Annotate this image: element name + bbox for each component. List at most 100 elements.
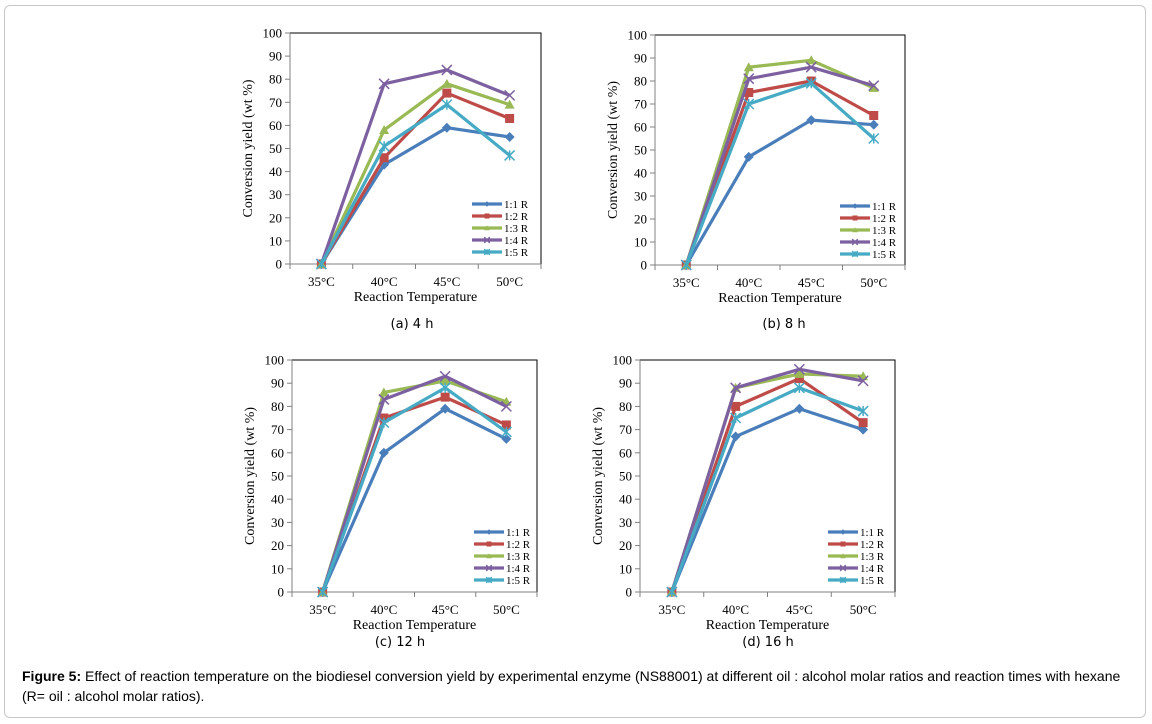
- data-point: [793, 382, 805, 394]
- y-tick-label: 100: [263, 26, 283, 41]
- y-tick-label: 90: [271, 376, 284, 391]
- series-line: [321, 386, 508, 593]
- subcaption-b: (b) 8 h: [762, 317, 806, 332]
- y-axis-title: Conversion yield (wt %): [606, 81, 621, 219]
- data-point: [730, 431, 741, 442]
- series-line: [684, 118, 874, 266]
- y-tick-label: 80: [619, 399, 632, 414]
- legend-entry: 1:4 R: [474, 563, 531, 575]
- data-point: [868, 82, 879, 92]
- data-point: [379, 153, 389, 163]
- series-line: [670, 376, 865, 593]
- series-1-4-r: [666, 363, 869, 598]
- legend-label: 1:5 R: [506, 575, 531, 587]
- legend-entry: 1:2 R: [828, 539, 885, 551]
- y-axis-title: Conversion yield (wt %): [241, 79, 256, 217]
- series-line: [321, 374, 508, 593]
- legend-entry: 1:3 R: [840, 225, 897, 237]
- legend-swatch-marker: [840, 553, 846, 559]
- legend-entry: 1:1 R: [840, 201, 897, 213]
- data-point: [743, 73, 755, 85]
- y-tick-label: 0: [278, 585, 285, 600]
- series-1-5-r: [680, 77, 880, 271]
- y-tick-label: 20: [269, 210, 282, 225]
- series-line: [319, 68, 511, 265]
- legend-swatch-marker: [486, 553, 492, 559]
- data-point: [505, 113, 515, 123]
- data-point: [378, 387, 389, 397]
- data-point: [743, 151, 754, 162]
- data-point: [440, 403, 451, 414]
- data-point: [501, 433, 512, 444]
- data-point: [858, 418, 868, 428]
- data-point: [378, 393, 390, 405]
- data-point: [317, 586, 329, 598]
- series-1-4-r: [317, 370, 512, 598]
- y-tick-label: 80: [271, 399, 284, 414]
- data-point: [378, 447, 389, 458]
- y-tick-label: 10: [269, 233, 282, 248]
- data-point: [439, 370, 451, 382]
- data-point: [744, 88, 754, 97]
- data-point: [794, 368, 805, 378]
- data-point: [868, 80, 880, 92]
- figure-caption: Figure 5: Effect of reaction temperature…: [22, 666, 1137, 706]
- x-tick-label: 50°C: [860, 275, 887, 290]
- series-line: [670, 386, 864, 593]
- x-tick-label: 50°C: [493, 602, 520, 617]
- legend-swatch-marker: [852, 215, 858, 221]
- data-point: [743, 98, 755, 110]
- data-point: [378, 417, 390, 429]
- series-line: [684, 81, 875, 266]
- x-tick-label: 45°C: [798, 275, 825, 290]
- legend-swatch-marker: [485, 564, 493, 572]
- legend-entry: 1:4 R: [828, 563, 885, 575]
- y-axis-title: Conversion yield (wt %): [243, 407, 258, 545]
- x-axis-title: Reaction Temperature: [353, 618, 477, 633]
- data-point: [857, 405, 869, 417]
- legend-entry: 1:4 R: [840, 237, 897, 249]
- caption-label: Figure 5:: [22, 668, 82, 684]
- legend-label: 1:2 R: [506, 539, 531, 551]
- legend-label: 1:5 R: [860, 575, 885, 587]
- subcaption-d: (d) 16 h: [742, 635, 794, 650]
- data-point: [315, 258, 327, 270]
- legend-swatch-marker: [486, 529, 492, 535]
- data-point: [504, 99, 515, 109]
- x-tick-label: 35°C: [309, 602, 336, 617]
- legend-swatch-marker: [483, 236, 491, 244]
- x-tick-label: 35°C: [658, 602, 685, 617]
- y-tick-label: 100: [613, 353, 633, 368]
- legend-label: 1:3 R: [506, 551, 531, 563]
- legend-swatch-marker: [485, 576, 493, 584]
- data-point: [378, 78, 390, 90]
- data-point: [666, 586, 678, 598]
- y-tick-label: 0: [276, 257, 283, 272]
- data-point: [504, 131, 515, 142]
- y-tick-label: 20: [619, 538, 632, 553]
- legend-label: 1:5 R: [872, 249, 897, 261]
- legend-swatch-marker: [851, 250, 859, 258]
- y-tick-label: 70: [634, 97, 647, 112]
- legend-entry: 1:5 R: [840, 249, 897, 261]
- y-tick-label: 50: [619, 469, 632, 484]
- legend-entry: 1:5 R: [474, 575, 531, 587]
- data-point: [793, 363, 805, 375]
- legend-label: 1:3 R: [860, 551, 885, 563]
- data-point: [680, 259, 692, 271]
- y-tick-label: 60: [634, 120, 647, 135]
- y-tick-label: 70: [619, 422, 632, 437]
- x-tick-label: 35°C: [673, 275, 700, 290]
- figure-frame: [4, 5, 1146, 718]
- y-tick-label: 80: [269, 72, 282, 87]
- series-1-5-r: [666, 382, 869, 598]
- data-point: [500, 426, 512, 438]
- y-tick-label: 10: [634, 235, 647, 250]
- legend-label: 1:3 R: [504, 223, 529, 235]
- series-1-5-r: [317, 382, 512, 598]
- data-point: [806, 55, 817, 65]
- x-tick-label: 45°C: [432, 602, 459, 617]
